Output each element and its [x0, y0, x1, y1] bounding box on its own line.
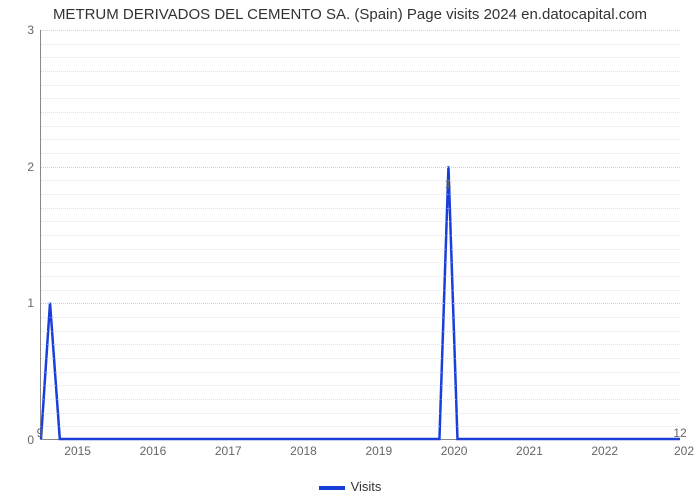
gridline — [41, 221, 680, 222]
chart-container: METRUM DERIVADOS DEL CEMENTO SA. (Spain)… — [0, 0, 700, 500]
gridline — [41, 44, 680, 45]
gridline — [41, 30, 680, 31]
gridline — [41, 317, 680, 318]
x-tick-label: 2017 — [215, 444, 242, 458]
x-tick-label: 2021 — [516, 444, 543, 458]
x-tick-label: 2015 — [64, 444, 91, 458]
chart-title: METRUM DERIVADOS DEL CEMENTO SA. (Spain)… — [0, 6, 700, 23]
x-tick-label: 2019 — [365, 444, 392, 458]
x-tick-label-truncated: 202 — [674, 444, 694, 458]
gridline — [41, 112, 680, 113]
legend: Visits — [0, 479, 700, 494]
gridline — [41, 413, 680, 414]
x-tick-label: 2022 — [591, 444, 618, 458]
x-tick-label: 2020 — [441, 444, 468, 458]
y-tick-label: 2 — [27, 160, 34, 174]
gridline — [41, 262, 680, 263]
gridline — [41, 303, 680, 304]
gridline — [41, 139, 680, 140]
point-label: 9 — [37, 426, 44, 440]
point-label: 12 — [673, 426, 686, 440]
gridline — [41, 71, 680, 72]
gridline — [41, 385, 680, 386]
gridline — [41, 290, 680, 291]
gridline — [41, 249, 680, 250]
x-tick-label: 2018 — [290, 444, 317, 458]
y-tick-label: 0 — [27, 433, 34, 447]
point-label: 1 — [445, 177, 452, 191]
legend-label: Visits — [351, 479, 382, 494]
gridline — [41, 235, 680, 236]
gridline — [41, 331, 680, 332]
y-tick-label: 3 — [27, 23, 34, 37]
gridline — [41, 194, 680, 195]
gridline — [41, 426, 680, 427]
y-tick-label: 1 — [27, 296, 34, 310]
gridline — [41, 167, 680, 168]
gridline — [41, 358, 680, 359]
gridline — [41, 98, 680, 99]
gridline — [41, 85, 680, 86]
gridline — [41, 399, 680, 400]
gridline — [41, 208, 680, 209]
plot-area — [40, 30, 680, 440]
gridline — [41, 344, 680, 345]
gridline — [41, 180, 680, 181]
gridline — [41, 372, 680, 373]
x-tick-label: 2016 — [140, 444, 167, 458]
gridline — [41, 153, 680, 154]
gridline — [41, 57, 680, 58]
gridline — [41, 126, 680, 127]
gridline — [41, 276, 680, 277]
legend-swatch — [319, 486, 345, 490]
